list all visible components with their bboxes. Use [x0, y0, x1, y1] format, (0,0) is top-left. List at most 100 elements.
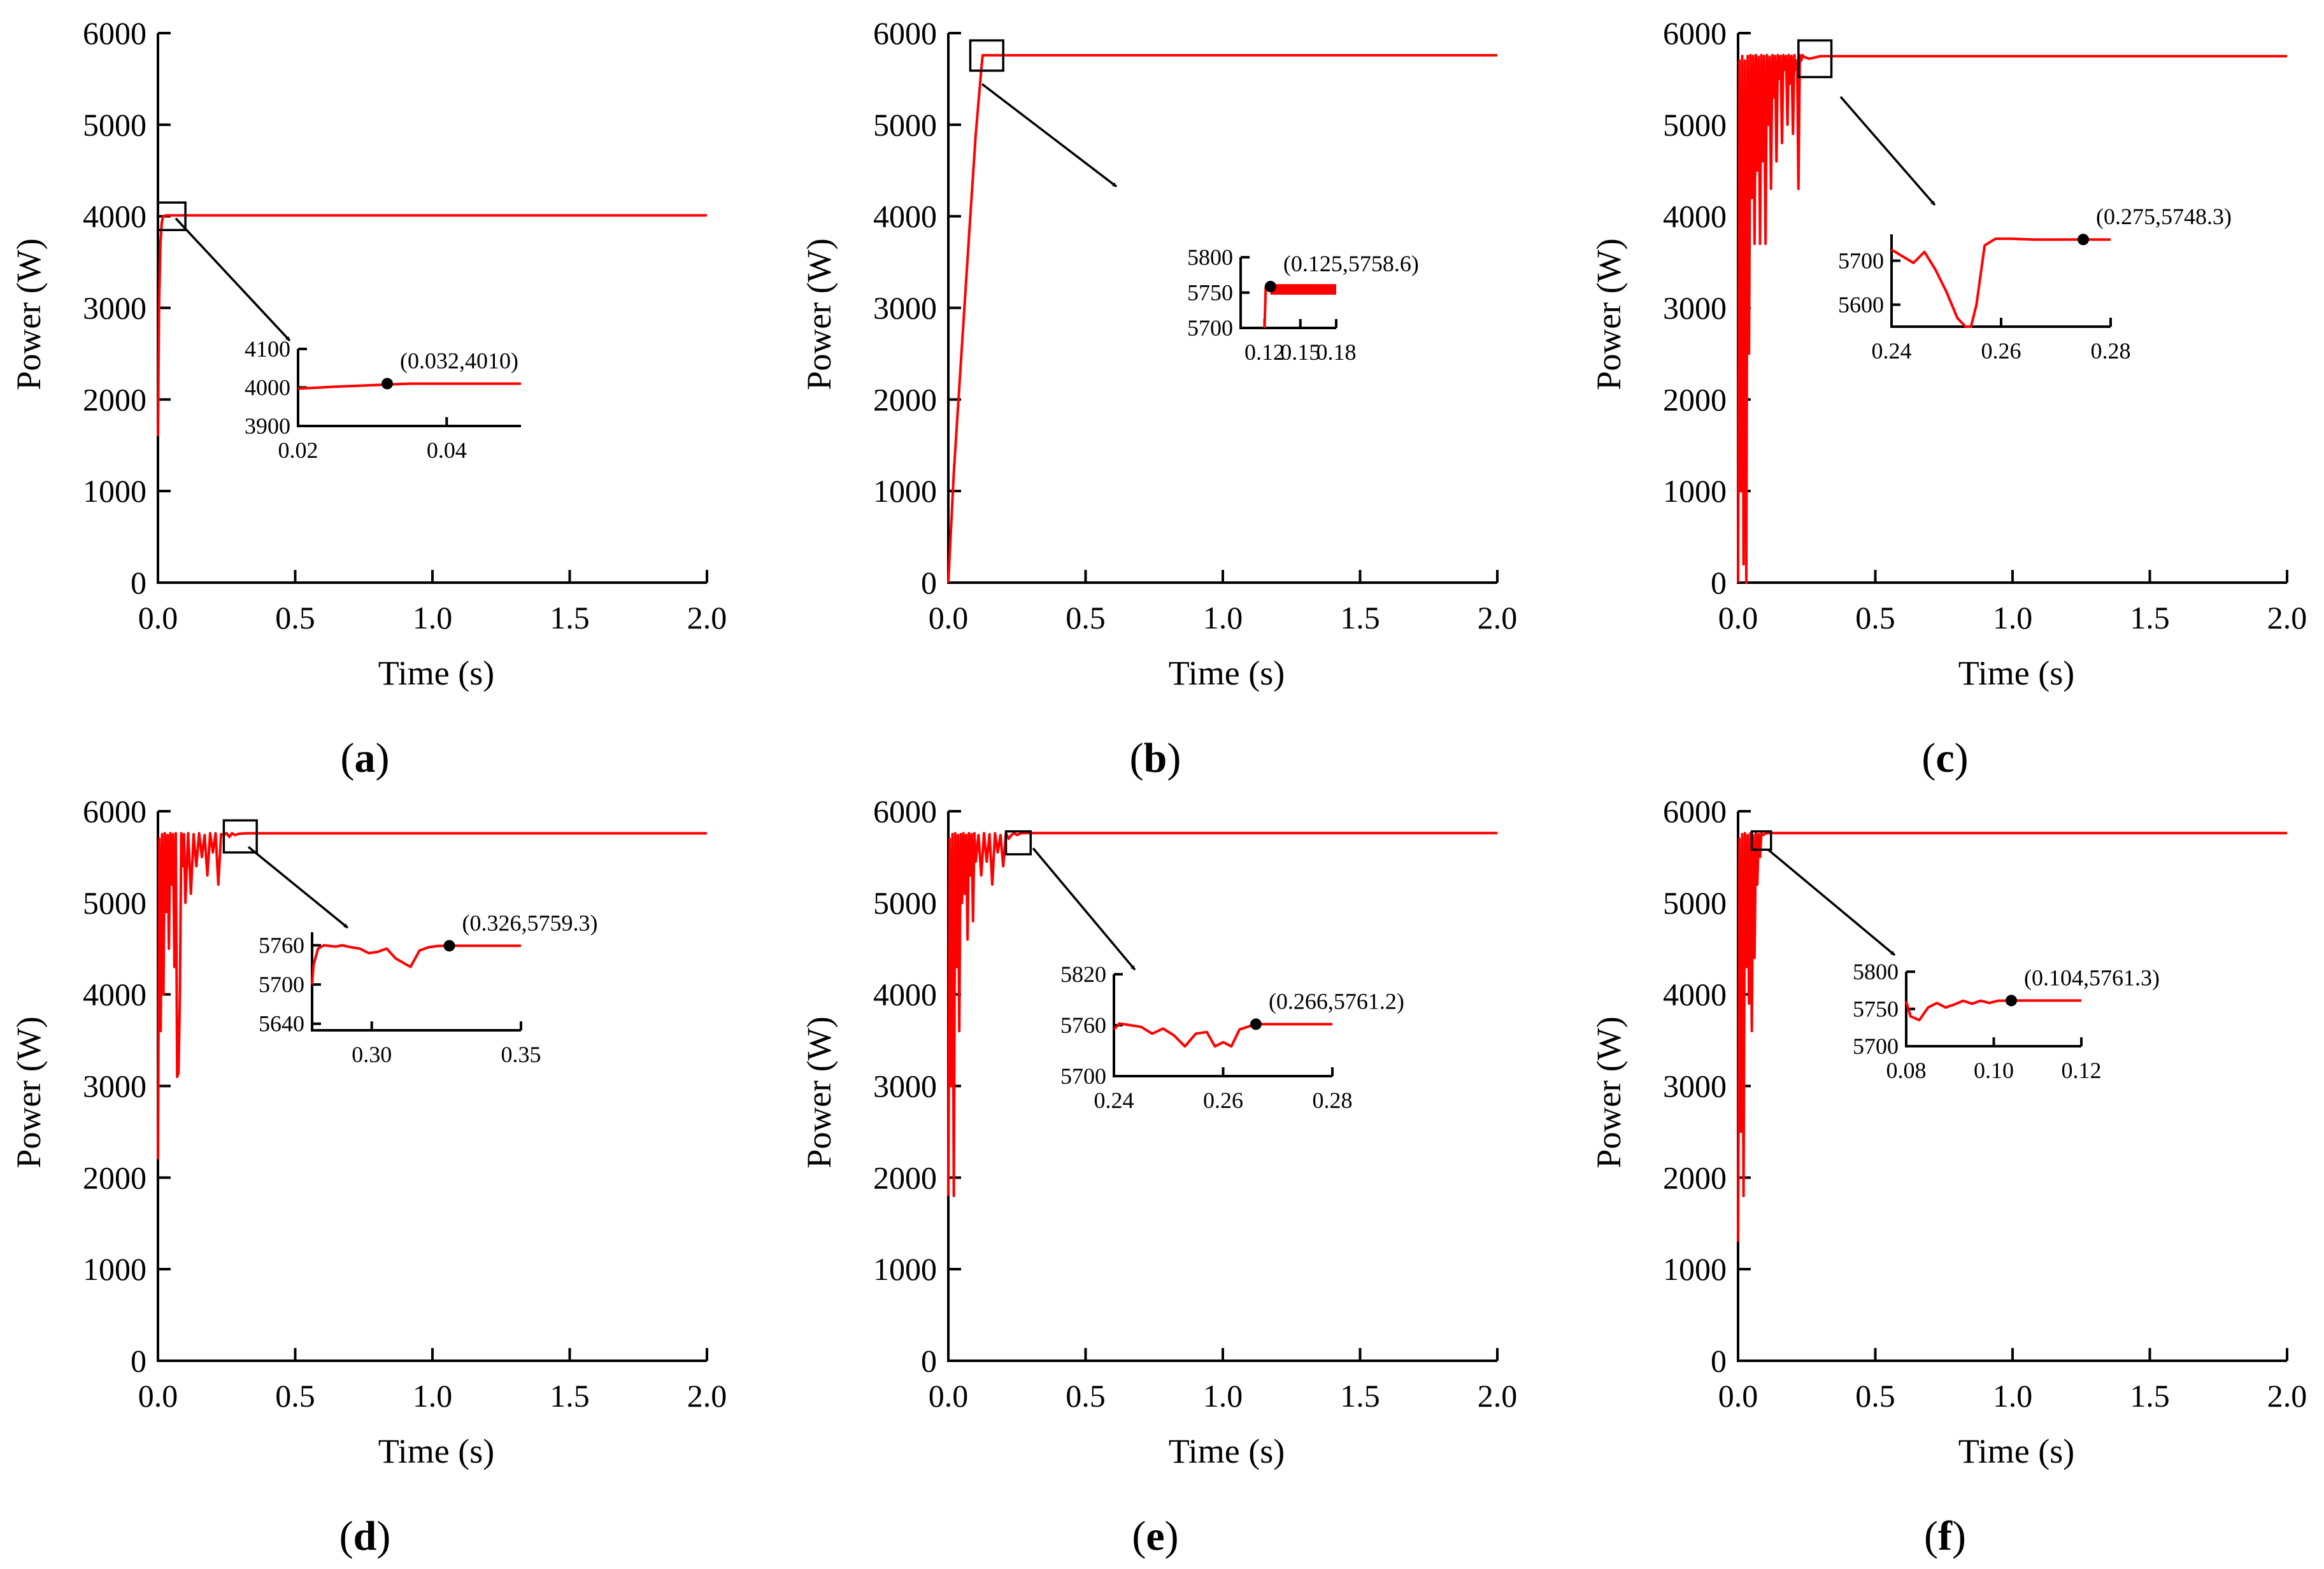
y-tick-label: 1000	[873, 473, 937, 509]
axes-frame	[947, 811, 1497, 1362]
x-tick-label: 1.0	[1203, 1378, 1243, 1414]
zoom-arrow	[247, 846, 349, 929]
y-tick-label: 4000	[1663, 199, 1727, 234]
x-tick-label: 0.0	[138, 600, 178, 635]
y-axis-title: Power (W)	[10, 238, 48, 390]
panel-label: (f)	[1924, 1513, 1966, 1559]
y-tick-label: 5000	[873, 107, 937, 143]
x-tick-label: 1.5	[2130, 600, 2170, 635]
inset-y-tick-label: 5700	[1853, 1033, 1899, 1059]
y-tick-label: 6000	[873, 793, 937, 829]
zoom-box	[157, 201, 187, 231]
inset-y-tick-label: 5800	[1187, 245, 1233, 270]
y-tick-label: 0	[131, 565, 146, 600]
inset-x-tick-label: 0.26	[1981, 338, 2021, 364]
x-axis-title: Time (s)	[1169, 1432, 1285, 1470]
x-tick-label: 1.5	[550, 600, 590, 635]
inset-y-tick-label: 5760	[259, 933, 304, 958]
x-tick-label: 2.0	[2267, 1378, 2307, 1414]
steady-state-point	[1250, 1018, 1262, 1030]
x-tick-label: 0.0	[929, 600, 969, 635]
steady-state-point	[2006, 995, 2017, 1007]
inset-y-tick-label: 5750	[1187, 280, 1233, 306]
y-tick-label: 3000	[873, 290, 937, 326]
inset-y-tick-label: 5700	[1187, 315, 1233, 341]
y-tick-label: 1000	[83, 1251, 146, 1287]
panel-label: (b)	[1130, 735, 1181, 781]
panel-label: (e)	[1132, 1513, 1178, 1559]
x-tick-label: 0.0	[138, 1378, 178, 1414]
y-tick-label: 2000	[1663, 1160, 1727, 1195]
inset-x-tick-label: 0.08	[1886, 1058, 1927, 1083]
point-annotation: (0.266,5761.2)	[1269, 988, 1404, 1014]
zoom-box	[1750, 830, 1772, 851]
axes-frame	[947, 33, 1497, 584]
point-annotation: (0.326,5759.3)	[462, 910, 598, 935]
zoom-arrow	[1839, 96, 1936, 206]
axes-frame	[157, 811, 707, 1362]
inset-axes	[1890, 234, 2111, 328]
y-axis-title: Power (W)	[1590, 1016, 1628, 1168]
y-tick-label: 3000	[83, 1068, 146, 1104]
y-tick-label: 5000	[1663, 885, 1727, 921]
series-line	[157, 214, 707, 436]
x-tick-label: 2.0	[1478, 600, 1518, 635]
inset-y-tick-label: 5800	[1853, 959, 1899, 984]
y-tick-label: 4000	[83, 977, 146, 1012]
zoom-box	[1004, 830, 1032, 856]
inset-x-tick-label: 0.30	[352, 1042, 392, 1067]
y-tick-label: 6000	[83, 15, 146, 51]
inset-y-tick-label: 4000	[245, 375, 290, 401]
inset-chart: 5600 5700 0.24 0.26 0.28 (0.275,5748.3)	[1838, 204, 2232, 364]
zoom-box	[1797, 39, 1833, 78]
x-tick-label: 0.0	[1718, 1378, 1758, 1414]
y-tick-label: 3000	[873, 1068, 937, 1104]
inset-x-tick-label: 0.26	[1203, 1088, 1243, 1113]
inset-axes	[311, 932, 521, 1032]
x-tick-label: 0.0	[929, 1378, 969, 1414]
series-line	[947, 832, 1497, 1198]
steady-state-point	[1264, 280, 1276, 292]
point-annotation: (0.125,5758.6)	[1283, 251, 1419, 276]
series-line	[157, 832, 707, 1160]
inset-y-tick-label: 5700	[259, 972, 304, 997]
chart-panel-e: 0 1000 2000 3000 4000 5000 6000 0.0 0.5 1.0 1.5 2.0…	[800, 793, 1517, 1559]
x-tick-label: 1.0	[1993, 600, 2033, 635]
inset-x-tick-label: 0.24	[1872, 338, 1912, 364]
y-tick-label: 0	[1711, 565, 1727, 600]
inset-x-tick-label: 0.18	[1316, 339, 1357, 365]
x-tick-label: 0.5	[1066, 600, 1106, 635]
inset-x-tick-label: 0.35	[501, 1042, 541, 1067]
y-tick-label: 1000	[1663, 1251, 1727, 1287]
y-tick-label: 0	[1711, 1343, 1727, 1379]
y-tick-label: 3000	[83, 290, 146, 326]
inset-x-tick-label: 0.24	[1094, 1088, 1134, 1113]
axes-frame	[1737, 33, 2287, 584]
zoom-box	[969, 39, 1004, 72]
x-tick-label: 0.5	[1855, 1378, 1895, 1414]
y-tick-label: 0	[131, 1343, 146, 1379]
inset-y-tick-label: 3900	[245, 413, 290, 439]
x-tick-label: 0.5	[1855, 600, 1895, 635]
inset-series-line	[297, 382, 521, 390]
y-tick-label: 6000	[1663, 793, 1727, 829]
inset-chart: 5640 5700 5760 0.30 0.35 (0.326,5759.3)	[259, 910, 598, 1067]
chart-panel-f: 0 1000 2000 3000 4000 5000 6000 0.0 0.5 1.0 1.5 2.0…	[1590, 793, 2307, 1559]
inset-chart: 3900 4000 4100 0.02 0.04 (0.032,4010)	[245, 336, 521, 463]
x-tick-label: 1.5	[1340, 600, 1380, 635]
inset-series-line	[311, 944, 521, 985]
x-axis-title: Time (s)	[1958, 654, 2075, 692]
inset-y-tick-label: 5700	[1838, 248, 1884, 273]
chart-panel-b: 0 1000 2000 3000 4000 5000 6000 0.0 0.5 1.0 1.5 2.0…	[800, 15, 1517, 781]
inset-chart: 5700 5750 5800 0.120.150.18 (0.125,5758.6)	[1187, 245, 1419, 365]
zoom-arrow	[1767, 849, 1896, 956]
x-axis-title: Time (s)	[378, 654, 495, 692]
x-tick-label: 1.5	[2130, 1378, 2170, 1414]
inset-x-tick-label: 0.28	[2091, 338, 2131, 364]
series-line	[1737, 832, 2287, 1242]
inset-x-tick-label: 0.04	[427, 437, 467, 463]
y-tick-label: 0	[921, 1343, 937, 1379]
inset-series-line	[1890, 237, 2111, 328]
inset-y-tick-label: 5640	[259, 1011, 304, 1037]
chart-panel-c: 0 1000 2000 3000 4000 5000 6000 0.0 0.5 1.0 1.5 2.0…	[1590, 15, 2307, 781]
